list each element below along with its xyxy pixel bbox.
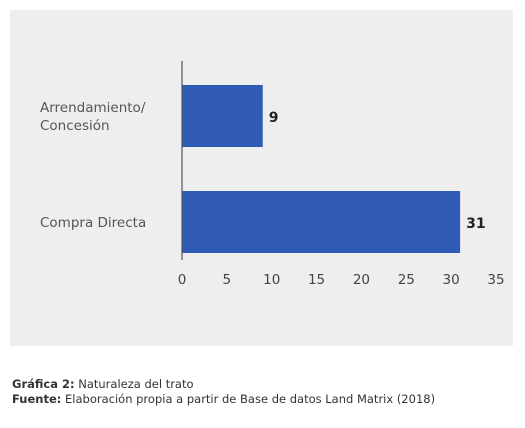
x-tick-label: 20 <box>353 272 370 288</box>
caption-figure-label: Gráfica 2: <box>12 377 75 391</box>
x-tick-label: 15 <box>308 272 325 288</box>
caption-title-line: Gráfica 2: Naturaleza del trato <box>12 377 435 392</box>
category-label: Concesión <box>40 118 110 134</box>
bar <box>182 191 461 253</box>
category-label: Arrendamiento/ <box>40 100 146 116</box>
bar <box>182 85 263 147</box>
x-tick-label: 35 <box>487 272 504 288</box>
x-tick-label: 25 <box>398 272 415 288</box>
x-tick-label: 10 <box>263 272 280 288</box>
caption-source-line: Fuente: Elaboración propia a partir de B… <box>12 392 435 407</box>
x-tick-label: 5 <box>223 272 232 288</box>
chart-panel <box>10 10 513 346</box>
data-label: 31 <box>466 216 485 232</box>
caption-source-text: Elaboración propia a partir de Base de d… <box>65 392 436 406</box>
data-label: 9 <box>269 110 279 126</box>
category-label: Compra Directa <box>40 215 146 231</box>
x-tick-label: 0 <box>178 272 187 288</box>
x-tick-label: 30 <box>443 272 460 288</box>
caption-source-label: Fuente: <box>12 392 62 406</box>
caption-figure-title: Naturaleza del trato <box>78 377 194 391</box>
figure-caption: Gráfica 2: Naturaleza del trato Fuente: … <box>12 377 435 407</box>
